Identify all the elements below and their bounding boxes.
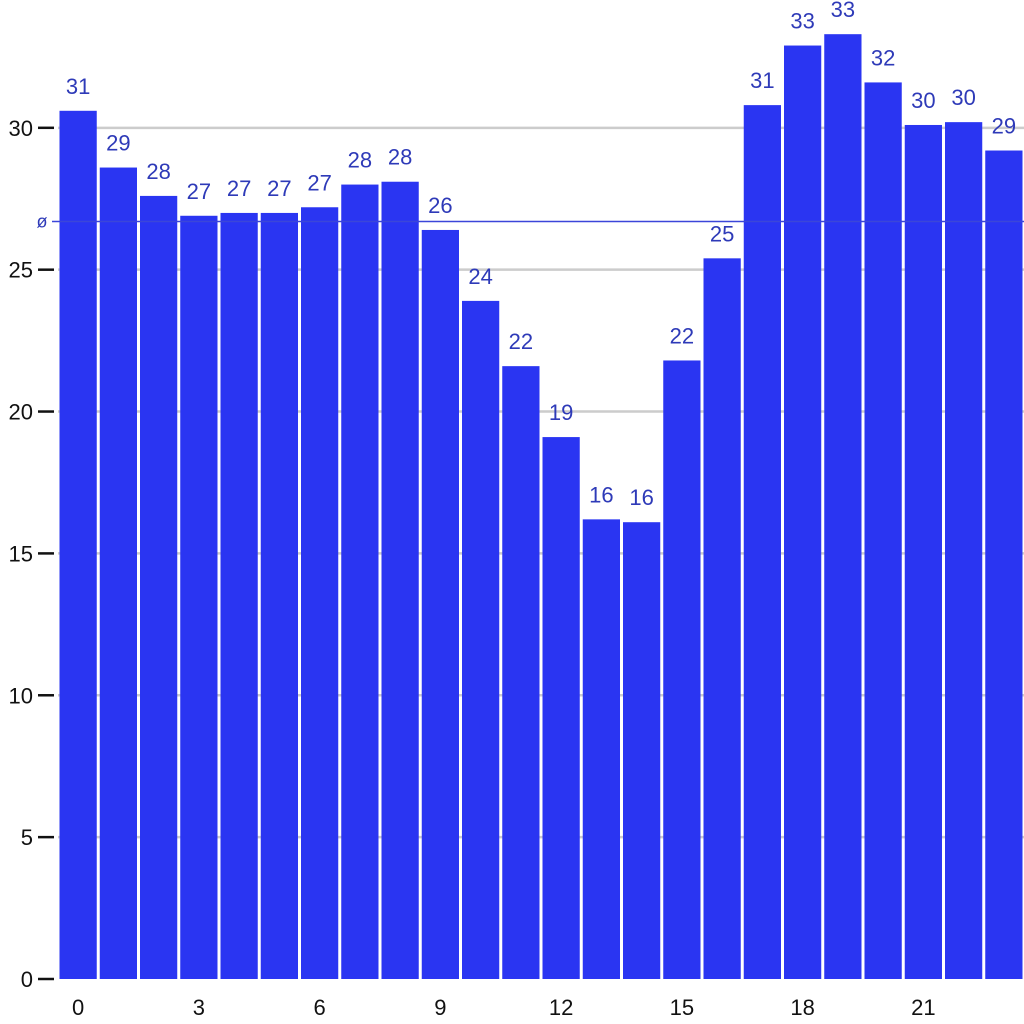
y-tick-label: 25	[9, 258, 33, 283]
data-label: 29	[992, 114, 1016, 139]
data-label: 33	[831, 0, 855, 22]
bar	[381, 181, 419, 979]
y-axis: 0 5 10 15 20 25 30	[9, 116, 54, 992]
bar	[824, 34, 862, 979]
bar	[502, 366, 540, 979]
bar	[623, 522, 661, 979]
y-tick-label: 5	[21, 825, 33, 850]
bar	[703, 258, 741, 979]
data-label: 26	[428, 193, 452, 218]
data-label: 25	[710, 221, 734, 246]
data-label: 27	[187, 179, 211, 204]
bar	[220, 212, 258, 979]
data-label: 30	[911, 88, 935, 113]
y-tick-label: 20	[9, 400, 33, 425]
y-tick-label: 30	[9, 116, 33, 141]
bar	[140, 195, 178, 979]
bar	[180, 215, 218, 979]
bar	[260, 212, 298, 979]
bar	[582, 519, 620, 979]
data-label: 29	[106, 131, 130, 156]
bar	[945, 122, 983, 979]
data-label: 19	[549, 400, 573, 425]
x-axis: 0 3 6 9 12 15 18 21	[72, 995, 936, 1020]
x-tick-label: 6	[314, 995, 326, 1020]
data-label: 24	[468, 264, 492, 289]
x-tick-label: 9	[434, 995, 446, 1020]
x-tick-label: 3	[193, 995, 205, 1020]
data-label: 22	[670, 323, 694, 348]
x-tick-label: 18	[790, 995, 814, 1020]
bar	[59, 110, 97, 979]
data-label: 27	[267, 176, 291, 201]
x-tick-label: 15	[670, 995, 694, 1020]
bar	[904, 124, 942, 979]
bar	[462, 300, 500, 980]
data-label: 28	[348, 148, 372, 173]
y-tick-label: 0	[21, 967, 33, 992]
average-label: ø	[37, 211, 48, 231]
data-label: 16	[589, 482, 613, 507]
y-tick-label: 10	[9, 683, 33, 708]
data-label: 27	[227, 176, 251, 201]
data-label: 30	[951, 85, 975, 110]
data-label: 32	[871, 45, 895, 70]
bar	[663, 360, 701, 979]
data-label: 22	[509, 329, 533, 354]
bars	[59, 34, 1023, 980]
data-label: 31	[750, 68, 774, 93]
bar	[985, 150, 1023, 980]
bar	[421, 229, 459, 980]
data-label: 27	[307, 170, 331, 195]
data-label: 33	[790, 9, 814, 34]
x-tick-label: 12	[549, 995, 573, 1020]
data-label: 28	[146, 159, 170, 184]
bar	[784, 45, 822, 979]
bar	[99, 167, 137, 980]
data-labels: 31 29 28 27 27 27 27 28 28 26 24 22 19 16 16 22 25 31 33 33…	[66, 0, 1016, 510]
x-tick-label: 21	[911, 995, 935, 1020]
bar	[542, 437, 580, 979]
bar	[743, 105, 781, 979]
bar	[864, 82, 902, 980]
gridlines	[58, 126, 1024, 839]
data-label: 16	[629, 485, 653, 510]
bar	[341, 184, 379, 979]
average-line-group: ø	[37, 211, 1024, 231]
data-label: 28	[388, 145, 412, 170]
data-label: 31	[66, 74, 90, 99]
bar	[301, 207, 339, 979]
x-tick-label: 0	[72, 995, 84, 1020]
y-tick-label: 15	[9, 541, 33, 566]
